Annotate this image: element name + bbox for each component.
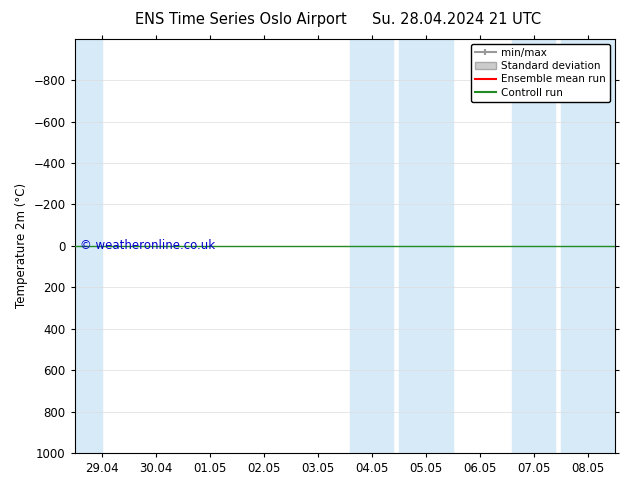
Text: ENS Time Series Oslo Airport: ENS Time Series Oslo Airport <box>135 12 347 27</box>
Legend: min/max, Standard deviation, Ensemble mean run, Controll run: min/max, Standard deviation, Ensemble me… <box>470 44 610 102</box>
Text: Su. 28.04.2024 21 UTC: Su. 28.04.2024 21 UTC <box>372 12 541 27</box>
Bar <box>561 39 615 453</box>
Bar <box>350 39 393 453</box>
Text: © weatheronline.co.uk: © weatheronline.co.uk <box>80 240 215 252</box>
Bar <box>399 39 453 453</box>
Bar <box>75 39 101 453</box>
Y-axis label: Temperature 2m (°C): Temperature 2m (°C) <box>15 183 28 308</box>
Bar <box>512 39 555 453</box>
